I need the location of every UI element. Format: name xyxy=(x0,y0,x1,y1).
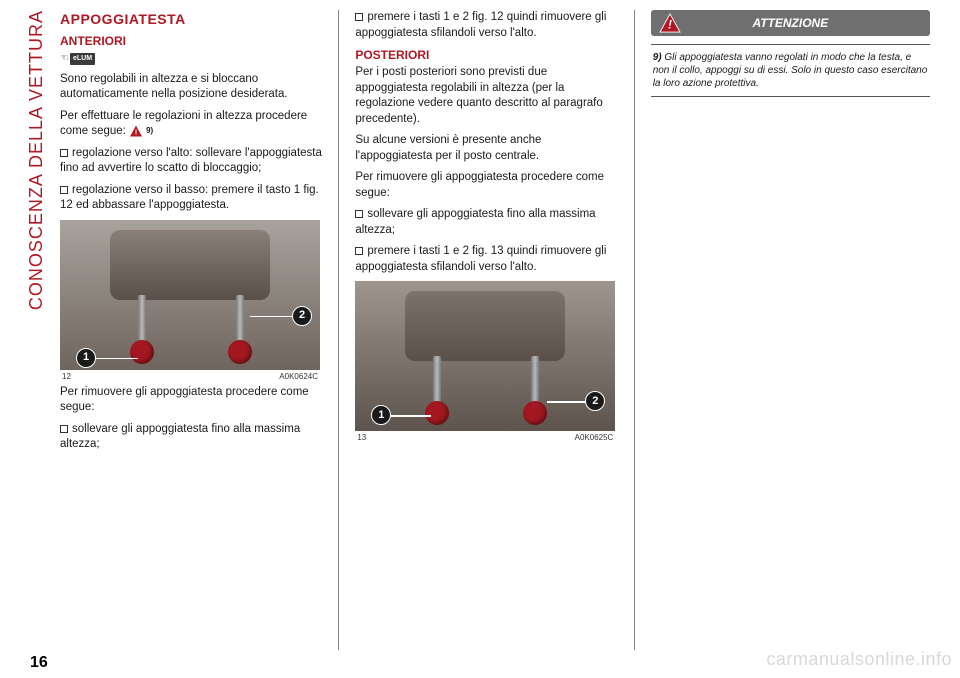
callout-1: 1 xyxy=(371,405,391,425)
elum-box: eLUM xyxy=(70,53,95,64)
paragraph: Su alcune versioni è presente anche l'ap… xyxy=(355,133,619,164)
text: premere i tasti 1 e 2 fig. 12 quindi rim… xyxy=(355,11,606,39)
callout-line xyxy=(250,316,294,318)
warning-triangle-icon: ! xyxy=(659,13,681,33)
knob-shape xyxy=(228,340,252,364)
warning-ref-num: 9) xyxy=(146,126,153,137)
headrest-shape xyxy=(405,291,565,361)
callout-2: 2 xyxy=(292,306,312,326)
paragraph: Per effettuare le regolazioni in altezza… xyxy=(60,109,324,140)
knob-shape xyxy=(523,401,547,425)
paragraph: Sono regolabili in altezza e si bloccano… xyxy=(60,72,324,103)
text: regolazione verso il basso: premere il t… xyxy=(60,184,319,212)
square-bullet-icon xyxy=(60,149,68,157)
text: regolazione verso l'alto: sollevare l'ap… xyxy=(60,147,322,175)
callout-line xyxy=(391,415,431,417)
callout-1: 1 xyxy=(76,348,96,368)
square-bullet-icon xyxy=(355,13,363,21)
subtitle-anteriori: ANTERIORI xyxy=(60,33,324,49)
figure-caption: 13 A0K0625C xyxy=(355,433,615,444)
warning-box: 9) Gli appoggiatesta vanno regolati in m… xyxy=(651,44,930,97)
figure-caption: 12 A0K0624C xyxy=(60,372,320,383)
figure-number: 13 xyxy=(357,433,366,444)
bullet-item: sollevare gli appoggiatesta fino alla ma… xyxy=(355,207,619,238)
bullet-item: regolazione verso l'alto: sollevare l'ap… xyxy=(60,146,324,177)
svg-text:!: ! xyxy=(135,128,137,136)
callout-line xyxy=(547,401,587,403)
content-columns: APPOGGIATESTA ANTERIORI ☜ eLUM Sono rego… xyxy=(60,10,930,650)
subtitle-posteriori: POSTERIORI xyxy=(355,47,619,63)
warning-box-num: 9) xyxy=(653,52,662,63)
text: Per effettuare le regolazioni in altezza… xyxy=(60,110,307,138)
svg-text:!: ! xyxy=(668,17,672,31)
figure-13-image: 1 2 xyxy=(355,281,615,431)
figure-13: 1 2 13 A0K0625C xyxy=(355,281,615,444)
figure-number: 12 xyxy=(62,372,71,383)
paragraph: Per i posti posteriori sono previsti due… xyxy=(355,65,619,127)
warning-triangle-icon: ! xyxy=(129,125,143,137)
text: sollevare gli appoggiatesta fino alla ma… xyxy=(60,423,300,451)
callout-line xyxy=(96,358,138,360)
column-2: premere i tasti 1 e 2 fig. 12 quindi rim… xyxy=(355,10,634,650)
warning-banner: ! ATTENZIONE xyxy=(651,10,930,36)
column-1: APPOGGIATESTA ANTERIORI ☜ eLUM Sono rego… xyxy=(60,10,339,650)
figure-code: A0K0625C xyxy=(575,433,614,444)
headrest-shape xyxy=(110,230,270,300)
paragraph: Per rimuovere gli appoggiatesta proceder… xyxy=(60,385,324,416)
text: premere i tasti 1 e 2 fig. 13 quindi rim… xyxy=(355,245,606,273)
knob-shape xyxy=(130,340,154,364)
callout-2: 2 xyxy=(585,391,605,411)
knob-shape xyxy=(425,401,449,425)
hand-icon: ☜ xyxy=(60,52,69,66)
bullet-item: sollevare gli appoggiatesta fino alla ma… xyxy=(60,422,324,453)
page-number: 16 xyxy=(30,654,48,672)
figure-12-image: 1 2 xyxy=(60,220,320,370)
watermark: carmanualsonline.info xyxy=(766,649,952,670)
square-bullet-icon xyxy=(355,247,363,255)
square-bullet-icon xyxy=(355,210,363,218)
paragraph: Per rimuovere gli appoggiatesta proceder… xyxy=(355,170,619,201)
section-side-label: CONOSCENZA DELLA VETTURA xyxy=(26,10,47,310)
figure-12: 1 2 12 A0K0624C xyxy=(60,220,320,383)
elum-badge: ☜ eLUM xyxy=(60,52,95,66)
bullet-item: premere i tasti 1 e 2 fig. 12 quindi rim… xyxy=(355,10,619,41)
bullet-item: premere i tasti 1 e 2 fig. 13 quindi rim… xyxy=(355,244,619,275)
square-bullet-icon xyxy=(60,186,68,194)
column-3: ! ATTENZIONE 9) Gli appoggiatesta vanno … xyxy=(651,10,930,650)
text: sollevare gli appoggiatesta fino alla ma… xyxy=(355,208,595,236)
warning-ref-inline: ! 9) xyxy=(129,125,153,137)
square-bullet-icon xyxy=(60,425,68,433)
figure-code: A0K0624C xyxy=(279,372,318,383)
main-title: APPOGGIATESTA xyxy=(60,10,324,29)
warning-box-text: Gli appoggiatesta vanno regolati in modo… xyxy=(653,52,928,89)
bullet-item: regolazione verso il basso: premere il t… xyxy=(60,183,324,214)
warning-banner-text: ATTENZIONE xyxy=(752,15,828,31)
